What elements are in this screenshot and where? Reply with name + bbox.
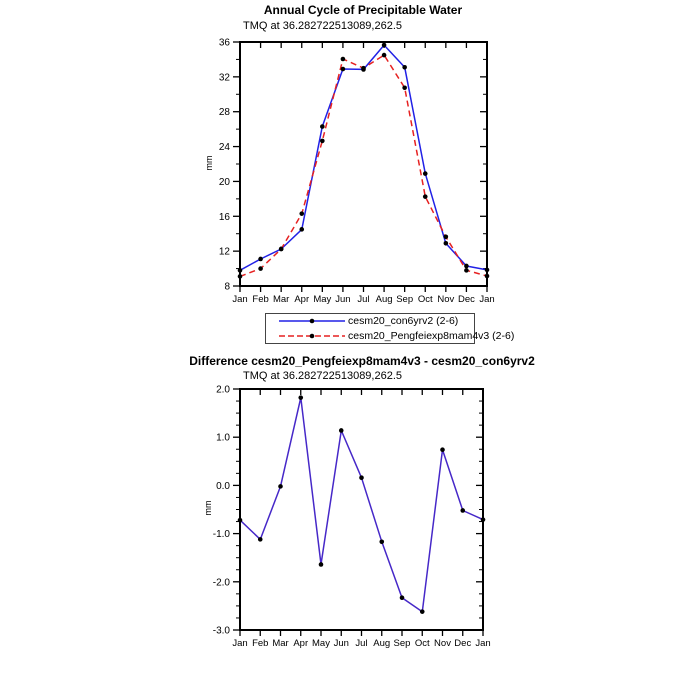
y-tick-label: 24 [219, 142, 231, 153]
x-tick-label: May [313, 294, 331, 305]
y-tick-label: 12 [219, 247, 231, 258]
x-tick-label: Feb [252, 638, 268, 649]
data-point-marker [422, 171, 428, 176]
x-tick-label: May [312, 638, 330, 649]
chart1-y-axis-label: mm [204, 155, 214, 171]
data-point-marker [399, 595, 405, 601]
data-point-marker [464, 263, 469, 269]
data-point-marker [298, 395, 304, 400]
y-tick-label: 0.0 [216, 481, 230, 492]
data-point-marker [237, 268, 243, 273]
x-tick-label: Oct [418, 294, 433, 305]
x-tick-label: Sep [394, 638, 411, 649]
x-tick-label: Mar [273, 294, 289, 305]
chart1-title: Annual Cycle of Precipitable Water [263, 3, 463, 17]
data-point-marker [379, 539, 385, 545]
chart1-subtitle: TMQ at 36.282722513089,262.5 [243, 20, 403, 32]
y-tick-label: 8 [224, 282, 230, 293]
x-tick-label: Dec [454, 638, 471, 649]
data-point-marker [257, 537, 263, 542]
data-point-marker [381, 42, 387, 48]
y-tick-label: -1.0 [213, 529, 231, 540]
data-point-marker [338, 428, 344, 433]
data-point-marker [258, 266, 263, 271]
x-tick-label: Apr [293, 638, 308, 649]
data-point-marker [299, 211, 305, 216]
data-point-marker [402, 64, 407, 70]
legend-solid-line-sample [279, 319, 345, 324]
data-point-marker [237, 274, 243, 279]
x-tick-label: Dec [458, 294, 475, 305]
data-point-marker [320, 138, 325, 144]
y-tick-label: 20 [219, 177, 231, 188]
series-line-0 [239, 396, 484, 613]
data-point-marker [484, 267, 490, 273]
x-tick-label: Jan [232, 294, 247, 305]
legend-marker-dot-icon [309, 319, 315, 324]
x-tick-label: Mar [272, 638, 288, 649]
data-point-marker [258, 256, 263, 262]
data-point-marker [402, 85, 407, 91]
x-tick-label: Jul [357, 294, 369, 305]
data-point-marker [460, 508, 466, 513]
data-point-marker [464, 268, 469, 273]
legend-item-con6yrv2: cesm20_con6yrv2 (2-6) [266, 314, 474, 328]
x-tick-label: Sep [396, 294, 413, 305]
x-tick-label: Aug [376, 294, 393, 305]
chart2-title: Difference cesm20_Pengfeiexp8mam4v3 - ce… [189, 354, 535, 368]
plot-frame [239, 388, 484, 631]
x-tick-label: Jun [335, 294, 350, 305]
legend-marker-dot-icon [309, 333, 315, 338]
data-point-marker [237, 517, 243, 523]
data-point-marker [320, 124, 325, 129]
y-tick-label: 2.0 [216, 385, 230, 396]
plot-frame [239, 41, 488, 287]
x-tick-label: Jan [479, 294, 494, 305]
data-point-marker [443, 241, 449, 246]
series-line-1 [239, 54, 488, 278]
legend-item-pengfeiexp8mam4v3: cesm20_Pengfeiexp8mam4v3 (2-6) [266, 329, 514, 343]
y-tick-label: 36 [219, 38, 231, 49]
data-point-marker [278, 484, 283, 489]
chart2-y-axis-label: mm [203, 500, 213, 516]
data-point-marker [318, 562, 324, 567]
series-line-0 [239, 44, 488, 271]
y-tick-label: 28 [219, 107, 231, 118]
x-tick-label: Nov [434, 638, 451, 649]
data-point-marker [299, 227, 305, 232]
chart2-subtitle: TMQ at 36.282722513089,262.5 [243, 370, 403, 382]
data-point-marker [422, 194, 428, 199]
x-tick-label: Nov [437, 294, 454, 305]
data-point-marker [381, 52, 387, 58]
data-point-marker [340, 56, 346, 62]
data-point-marker [480, 517, 486, 522]
data-point-marker [443, 234, 449, 240]
x-tick-label: Feb [252, 294, 268, 305]
x-tick-label: Jan [232, 638, 247, 649]
legend-dashed-line-sample [279, 333, 345, 338]
x-tick-label: Aug [373, 638, 390, 649]
x-tick-label: Jun [334, 638, 349, 649]
y-tick-label: 1.0 [216, 433, 230, 444]
y-tick-label: 16 [219, 212, 231, 223]
y-tick-label: -2.0 [213, 577, 231, 588]
x-tick-label: Jan [475, 638, 490, 649]
data-point-marker [278, 246, 284, 252]
data-point-marker [419, 609, 425, 614]
x-tick-label: Jul [355, 638, 367, 649]
data-point-marker [440, 447, 445, 453]
chart1-legend: cesm20_con6yrv2 (2-6) cesm20_Pengfeiexp8… [265, 313, 514, 344]
legend-label-pengfeiexp8mam4v3: cesm20_Pengfeiexp8mam4v3 (2-6) [348, 329, 515, 342]
x-tick-label: Oct [415, 638, 430, 649]
y-tick-label: -3.0 [213, 626, 231, 637]
data-point-marker [361, 65, 366, 71]
data-point-marker [359, 475, 364, 480]
x-tick-label: Apr [294, 294, 309, 305]
data-point-marker [484, 273, 490, 279]
data-point-marker [340, 66, 346, 72]
legend-label-con6yrv2: cesm20_con6yrv2 (2-6) [348, 315, 459, 328]
y-tick-label: 32 [219, 72, 231, 83]
